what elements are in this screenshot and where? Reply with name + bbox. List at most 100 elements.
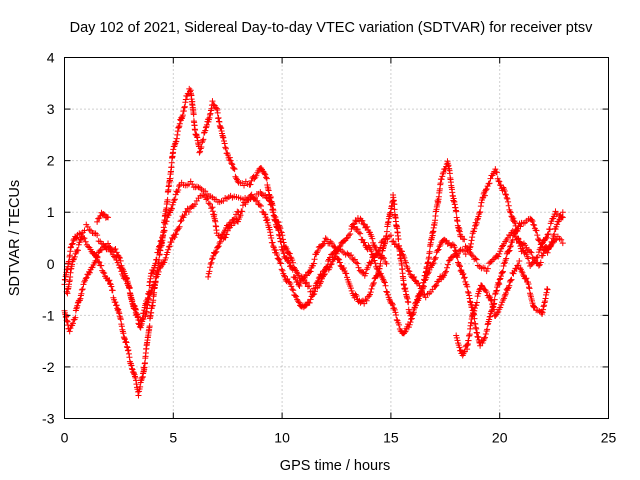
data-point xyxy=(241,182,248,189)
data-point xyxy=(94,232,101,239)
data-point xyxy=(111,253,118,260)
data-point xyxy=(484,326,491,333)
data-point xyxy=(507,243,514,250)
data-point xyxy=(208,259,215,266)
data-point xyxy=(497,304,504,311)
data-point xyxy=(468,251,475,258)
data-point xyxy=(155,256,162,263)
data-point xyxy=(516,238,523,245)
data-point xyxy=(263,174,270,181)
data-point xyxy=(354,260,361,267)
data-point xyxy=(175,124,182,131)
data-point xyxy=(164,196,171,203)
data-point xyxy=(440,169,447,176)
data-point xyxy=(455,259,462,266)
y-axis-label: SDTVAR / TECUs xyxy=(7,180,23,296)
data-point xyxy=(541,302,548,309)
data-point xyxy=(370,254,377,261)
data-point xyxy=(531,222,538,229)
data-point xyxy=(496,281,503,288)
data-point xyxy=(254,197,261,204)
data-point xyxy=(269,239,276,246)
data-point xyxy=(406,321,413,328)
data-point xyxy=(138,377,145,384)
series-track-4 xyxy=(94,208,551,359)
x-tick-label: 15 xyxy=(383,430,399,446)
data-point xyxy=(439,173,446,180)
data-point xyxy=(123,343,130,350)
data-point xyxy=(433,282,440,289)
data-point xyxy=(264,216,271,223)
data-point xyxy=(81,235,88,242)
data-point xyxy=(146,323,153,330)
data-point xyxy=(165,246,172,253)
data-point xyxy=(505,202,512,209)
data-point xyxy=(116,310,123,317)
data-point xyxy=(208,105,215,112)
data-point xyxy=(113,302,120,309)
data-point xyxy=(464,283,471,290)
data-point xyxy=(457,347,464,354)
data-point xyxy=(389,301,396,308)
data-point xyxy=(289,259,296,266)
data-point xyxy=(383,288,390,295)
data-point xyxy=(295,272,302,279)
data-point xyxy=(235,209,242,216)
data-point xyxy=(526,285,533,292)
data-point xyxy=(381,255,388,262)
data-point xyxy=(117,257,124,264)
data-point xyxy=(143,308,150,315)
data-point xyxy=(437,241,444,248)
data-point xyxy=(430,259,437,266)
data-point xyxy=(224,225,231,232)
data-point xyxy=(503,191,510,198)
data-point xyxy=(252,194,259,201)
data-point xyxy=(173,138,180,145)
data-point xyxy=(512,219,519,226)
data-point xyxy=(206,201,213,208)
data-point xyxy=(155,268,162,275)
series-track-2 xyxy=(63,85,566,399)
data-point xyxy=(411,273,418,280)
data-point xyxy=(181,212,188,219)
data-point xyxy=(69,320,76,327)
data-point xyxy=(78,290,85,297)
data-point xyxy=(216,240,223,247)
data-point xyxy=(493,287,500,294)
y-tick-label: 1 xyxy=(47,204,55,220)
data-point xyxy=(471,305,478,312)
data-point xyxy=(504,285,511,292)
data-point xyxy=(508,276,515,283)
data-point xyxy=(83,274,90,281)
data-point xyxy=(413,299,420,306)
data-point xyxy=(170,146,177,153)
data-point xyxy=(280,239,287,246)
data-point xyxy=(267,229,274,236)
data-point xyxy=(534,254,541,261)
data-point xyxy=(414,296,421,303)
data-point xyxy=(75,241,82,248)
data-point xyxy=(402,328,409,335)
data-point xyxy=(392,309,399,316)
data-point xyxy=(540,306,547,313)
data-point xyxy=(323,236,330,243)
data-point xyxy=(376,250,383,257)
data-point xyxy=(174,128,181,135)
data-point xyxy=(256,201,263,208)
data-point xyxy=(279,232,286,239)
data-point xyxy=(432,256,439,263)
y-tick-label: -2 xyxy=(42,359,55,375)
data-point xyxy=(343,235,350,242)
data-point xyxy=(369,235,376,242)
data-point xyxy=(270,243,277,250)
data-point xyxy=(280,250,287,257)
data-point xyxy=(512,229,519,236)
data-point xyxy=(306,299,313,306)
data-point xyxy=(483,289,490,296)
data-point xyxy=(461,236,468,243)
data-point xyxy=(544,286,551,292)
data-point xyxy=(424,270,431,277)
data-point xyxy=(132,377,139,384)
y-tick-label: 2 xyxy=(47,153,55,169)
data-point xyxy=(363,297,370,304)
